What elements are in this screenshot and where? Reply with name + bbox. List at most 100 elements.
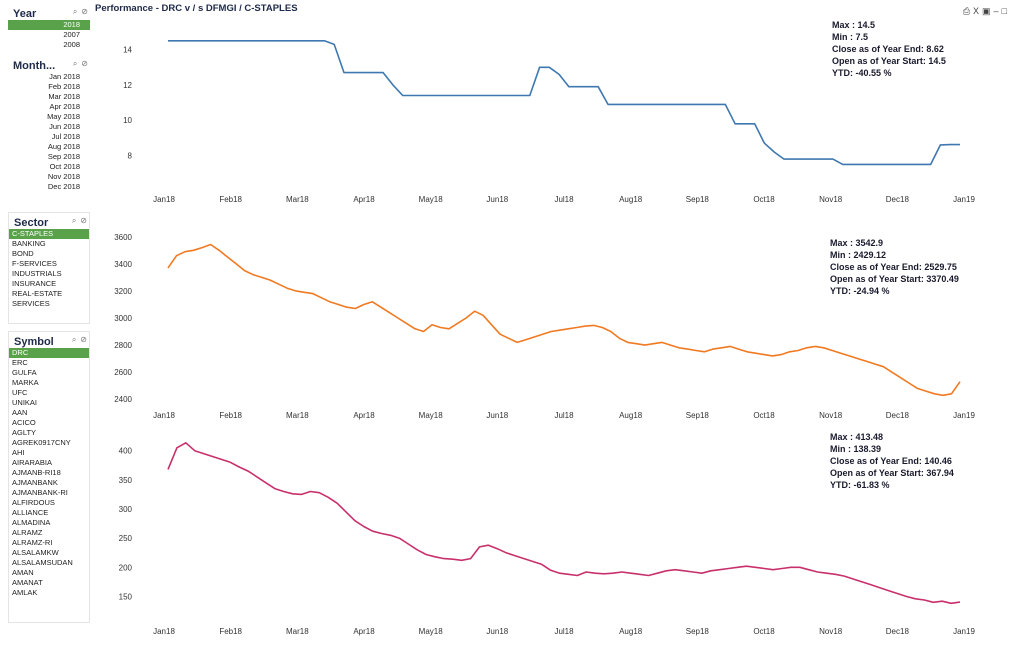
symbol-item[interactable]: GULFA	[12, 368, 37, 377]
symbol-item[interactable]: AMANAT	[12, 578, 43, 587]
x-tick-label: Nov18	[819, 411, 843, 420]
chart-stat: YTD: -61.83 %	[830, 480, 890, 490]
symbol-item[interactable]: ALLIANCE	[12, 508, 49, 517]
sector-item[interactable]: BANKING	[12, 239, 46, 248]
year-listbox-title: Year	[13, 8, 37, 20]
sector-item[interactable]: INSURANCE	[12, 279, 57, 288]
month-item[interactable]: Oct 2018	[49, 162, 80, 171]
symbol-item[interactable]: MARKA	[12, 378, 39, 387]
y-tick-label: 150	[119, 593, 133, 602]
chart-stat: Open as of Year Start: 3370.49	[830, 274, 959, 284]
symbol-item[interactable]: AHI	[12, 448, 25, 457]
x-tick-label: Jan19	[953, 627, 975, 636]
month-item[interactable]: Dec 2018	[47, 182, 80, 191]
symbol-item[interactable]: AGREK0917CNY	[12, 438, 71, 447]
sector-item[interactable]: BOND	[12, 249, 34, 258]
export-icon[interactable]: ⎙	[962, 6, 971, 16]
month-item[interactable]: Jul 2018	[51, 132, 80, 141]
symbol-item[interactable]: ALRAMZ-RI	[12, 538, 53, 547]
print-icon[interactable]: ▣	[982, 6, 991, 16]
symbol-item[interactable]: AJMANBANK-RI	[12, 488, 68, 497]
sector-item[interactable]: SERVICES	[12, 299, 50, 308]
month-item[interactable]: Feb 2018	[48, 82, 80, 91]
symbol-item[interactable]: DRC	[9, 348, 89, 358]
search-icon[interactable]: ⌕	[72, 59, 78, 68]
year-item[interactable]: 2007	[63, 30, 80, 39]
chart-stat: YTD: -40.55 %	[832, 68, 892, 78]
chart-stat: Open as of Year Start: 14.5	[832, 56, 946, 66]
symbol-item[interactable]: ALMADINA	[12, 518, 51, 527]
symbol-item[interactable]: UNIKAI	[12, 398, 38, 407]
x-tick-label: Jan18	[153, 411, 175, 420]
symbol-item[interactable]: ACICO	[12, 418, 36, 427]
sector-listbox: Sector ⌕ ⊘ C-STAPLES BANKING BOND F-SERVICE…	[8, 212, 90, 324]
search-icon[interactable]: ⌕	[72, 7, 78, 16]
symbol-item[interactable]: AMAN	[12, 568, 34, 577]
y-tick-label: 12	[123, 81, 132, 90]
month-item[interactable]: Jun 2018	[49, 122, 80, 131]
symbol-item[interactable]: ALFIRDOUS	[12, 498, 55, 507]
y-tick-label: 8	[128, 152, 133, 161]
x-tick-label: Sep18	[686, 195, 710, 204]
chart-stat: Max : 3542.9	[830, 238, 883, 248]
sector-item[interactable]: REAL-ESTATE	[12, 289, 63, 298]
year-item[interactable]: 2008	[63, 40, 80, 49]
clear-icon[interactable]: ⊘	[81, 59, 88, 68]
x-tick-label: Feb18	[219, 411, 242, 420]
x-tick-label: Jun18	[486, 627, 508, 636]
symbol-item[interactable]: ERC	[12, 358, 28, 367]
symbol-listbox: Symbol ⌕ ⊘ DRC ERC GULFA MARKA UFC UNIKAI AAN A…	[8, 331, 90, 623]
symbol-item[interactable]: AJMANBANK	[12, 478, 58, 487]
month-item[interactable]: Aug 2018	[47, 142, 80, 151]
x-tick-label: Jul18	[554, 195, 574, 204]
x-tick-label: Aug18	[619, 411, 643, 420]
minimize-icon[interactable]: –	[993, 6, 999, 16]
year-item[interactable]: 2018	[8, 20, 90, 30]
month-items: Jan 2018 Feb 2018 Mar 2018 Apr 2018 May 2018…	[8, 72, 90, 192]
symbol-item[interactable]: AAN	[12, 408, 28, 417]
symbol-item[interactable]: AJMANB-RI18	[12, 468, 61, 477]
month-item[interactable]: Sep 2018	[47, 152, 80, 161]
month-item[interactable]: May 2018	[47, 112, 80, 121]
symbol-item[interactable]: AMLAK	[12, 588, 38, 597]
excel-icon[interactable]: X	[973, 6, 980, 16]
month-item[interactable]: Mar 2018	[48, 92, 80, 101]
symbol-item[interactable]: AGLTY	[12, 428, 37, 437]
x-tick-label: Aug18	[619, 195, 643, 204]
maximize-icon[interactable]: □	[1001, 6, 1007, 16]
symbol-item[interactable]: ALRAMZ	[12, 528, 43, 537]
sector-item[interactable]: INDUSTRIALS	[12, 269, 62, 278]
y-tick-label: 200	[119, 563, 133, 572]
x-tick-label: Mar18	[286, 411, 309, 420]
sector-item[interactable]: C-STAPLES	[9, 229, 89, 239]
month-listbox: Month... ⌕ ⊘ Jan 2018 Feb 2018 Mar 2018 Apr…	[8, 56, 90, 192]
chart-stat: YTD: -24.94 %	[830, 286, 890, 296]
y-tick-label: 3200	[114, 287, 132, 296]
symbol-listbox-title: Symbol	[14, 336, 54, 348]
x-tick-label: Jul18	[554, 627, 574, 636]
symbol-item[interactable]: AIRARABIA	[12, 458, 53, 467]
series-line	[167, 243, 961, 397]
sector-item[interactable]: F-SERVICES	[12, 259, 57, 268]
search-icon[interactable]: ⌕	[71, 335, 77, 344]
month-item[interactable]: Nov 2018	[47, 172, 80, 181]
search-icon[interactable]: ⌕	[71, 216, 77, 225]
symbol-item[interactable]: ALSALAMKW	[12, 548, 59, 557]
x-tick-label: Mar18	[286, 195, 309, 204]
month-item[interactable]: Jan 2018	[49, 72, 80, 81]
year-listbox-header: Year ⌕ ⊘	[8, 4, 90, 20]
symbol-item[interactable]: ALSALAMSUDAN	[12, 558, 73, 567]
x-tick-label: Dec18	[886, 627, 910, 636]
clear-icon[interactable]: ⊘	[81, 7, 88, 16]
y-tick-label: 14	[123, 46, 132, 55]
month-item[interactable]: Apr 2018	[49, 102, 80, 111]
x-tick-label: Jan19	[953, 411, 975, 420]
x-tick-label: Apr18	[353, 411, 375, 420]
chart-stat: Min : 2429.12	[830, 250, 886, 260]
x-tick-label: Sep18	[686, 627, 710, 636]
x-tick-label: Oct18	[753, 195, 775, 204]
chart-stat: Open as of Year Start: 367.94	[830, 468, 954, 478]
clear-icon[interactable]: ⊘	[80, 335, 87, 344]
clear-icon[interactable]: ⊘	[80, 216, 87, 225]
symbol-item[interactable]: UFC	[12, 388, 28, 397]
